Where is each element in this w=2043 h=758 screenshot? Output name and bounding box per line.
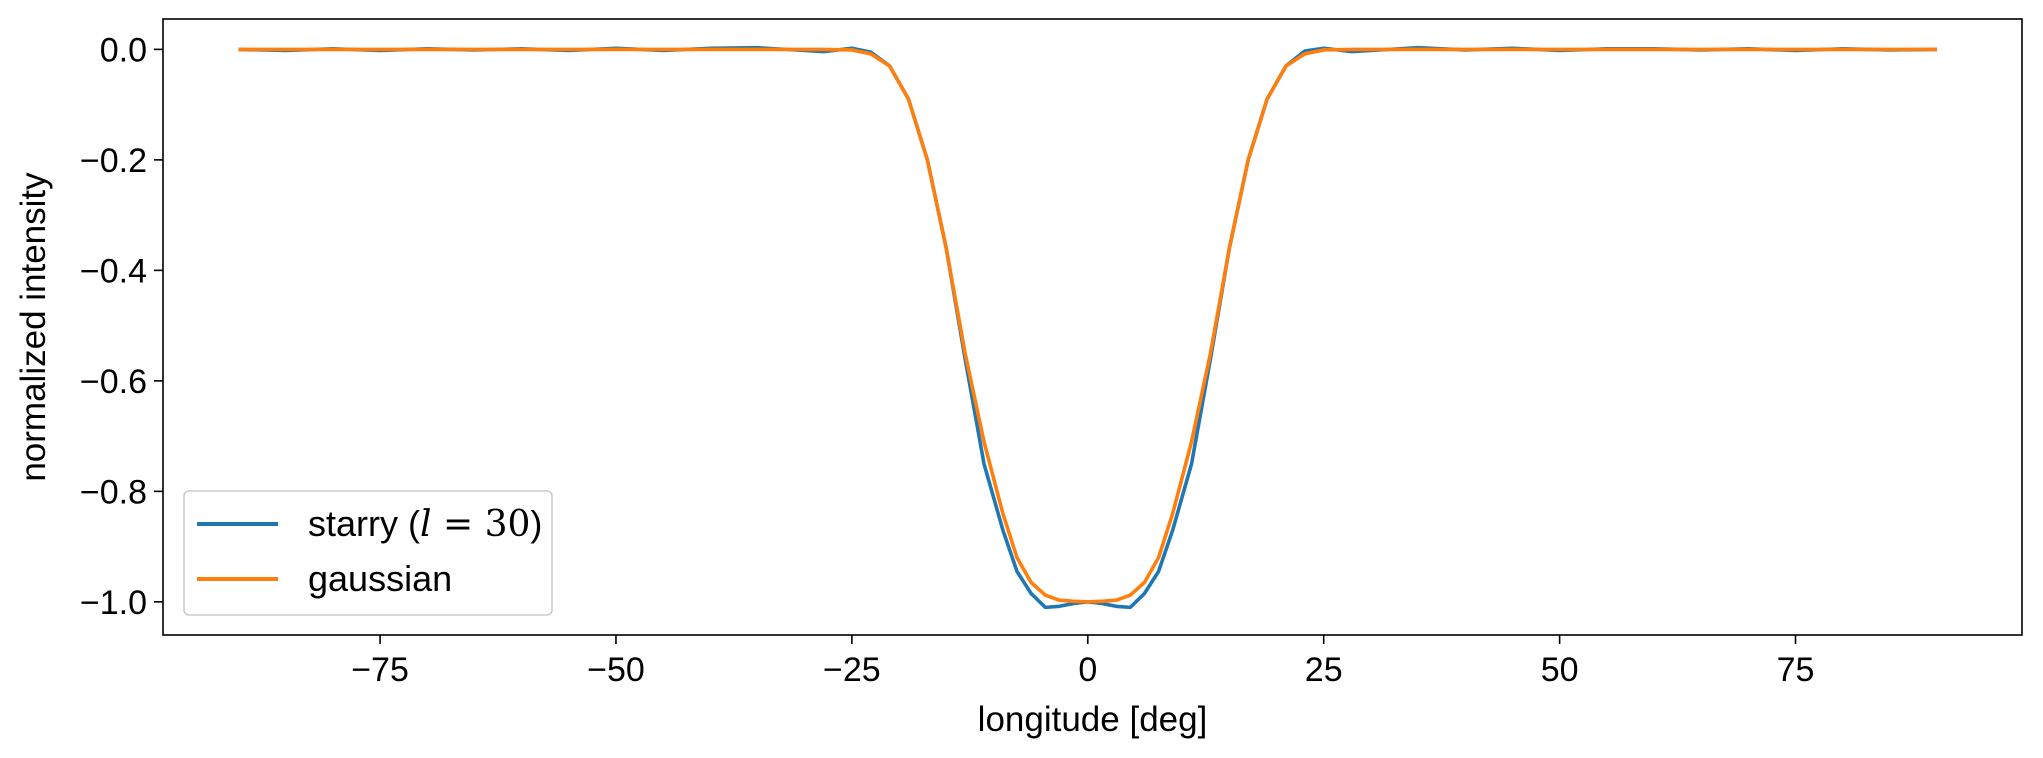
x-axis-label: longitude [deg]	[978, 700, 1208, 739]
y-tick-label: −0.6	[80, 363, 147, 401]
y-tick-label: −1.0	[80, 584, 147, 622]
y-axis-label: normalized intensity	[14, 172, 53, 482]
plot-area	[238, 45, 1938, 610]
y-tick-label: −0.8	[80, 473, 147, 511]
legend-label-starry-prefix: starry (	[308, 503, 420, 544]
legend: starry (l = 30) gaussian	[183, 490, 553, 616]
legend-label-starry-suffix: )	[530, 503, 542, 544]
x-tick-label: 75	[1777, 651, 1815, 689]
legend-label-starry-eq: = 30	[432, 504, 531, 545]
legend-label-starry: starry (l = 30)	[308, 503, 542, 545]
x-tick-label: 50	[1541, 651, 1579, 689]
x-tick-label: −75	[351, 651, 409, 689]
plot-frame	[162, 18, 2023, 636]
x-tick-label: 0	[1078, 651, 1097, 689]
x-axis: −75 −50 −25 0 25 50 75	[351, 635, 1814, 689]
series-line-gaussian	[238, 47, 1938, 604]
legend-label-gaussian: gaussian	[308, 558, 452, 599]
y-tick-label: −0.4	[80, 252, 147, 290]
legend-label-starry-var: l	[420, 504, 432, 545]
x-tick-label: −50	[587, 651, 645, 689]
x-tick-label: −25	[823, 651, 881, 689]
x-tick-label: 25	[1305, 651, 1343, 689]
y-tick-label: −0.2	[80, 142, 147, 180]
y-axis: 0.0 −0.2 −0.4 −0.6 −0.8 −1.0	[80, 31, 163, 622]
y-tick-label: 0.0	[100, 31, 147, 69]
